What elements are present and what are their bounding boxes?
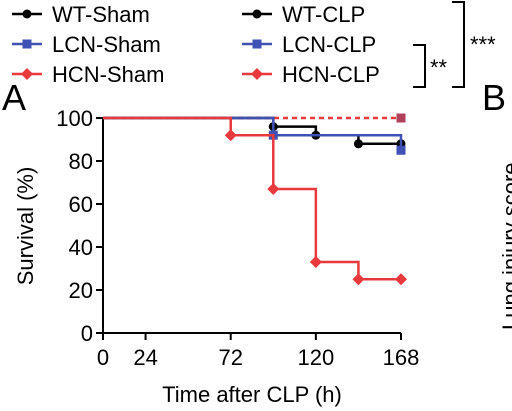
- legend-label-lcn-sham: LCN-Sham: [52, 32, 161, 57]
- panel-label-a: A: [2, 77, 26, 118]
- data-point-wt-clp: [353, 139, 363, 149]
- y-tick-label: 0: [81, 321, 93, 346]
- data-point-hcn-clp: [309, 256, 322, 269]
- data-point-hcn-clp: [267, 182, 280, 195]
- series-layer: [103, 113, 407, 286]
- panel-b-ylabel: Lung injury score: [498, 162, 512, 330]
- legend-marker-wt-clp: [252, 9, 262, 19]
- series-line-hcn-clp: [103, 116, 401, 281]
- x-tick-label: 0: [97, 345, 109, 370]
- data-point-lcn-clp: [396, 145, 406, 155]
- data-point-sham-end: [396, 113, 406, 123]
- outer-bracket: [452, 1, 465, 88]
- y-tick-label: 40: [69, 235, 93, 260]
- y-tick-label: 80: [69, 149, 93, 174]
- data-point-hcn-clp: [352, 273, 365, 286]
- data-point-hcn-clp: [224, 129, 237, 142]
- inner-significance-stars: **: [430, 55, 448, 80]
- y-axis-label: Survival (%): [13, 167, 38, 286]
- legend-label-wt-sham: WT-Sham: [52, 2, 150, 27]
- legend-marker-lcn-sham: [22, 39, 32, 49]
- legend-marker-wt-sham: [22, 9, 32, 19]
- y-tick-label: 100: [56, 106, 93, 131]
- data-point-hcn-clp: [395, 273, 407, 286]
- x-tick-label: 24: [133, 345, 157, 370]
- x-tick-label: 168: [383, 345, 420, 370]
- legend-label-wt-clp: WT-CLP: [282, 2, 365, 27]
- x-tick-label: 120: [297, 345, 334, 370]
- legend-marker-lcn-clp: [252, 39, 262, 49]
- legend: WT-Sham WT-CLP LCN-Sham LCN-CLP HCN-Sham HCN-…: [12, 2, 380, 87]
- x-tick-label: 72: [218, 345, 242, 370]
- outer-significance-stars: ***: [470, 32, 496, 57]
- x-axis-label: Time after CLP (h): [162, 382, 342, 407]
- axes: [102, 118, 401, 334]
- panel-label-b: B: [482, 77, 506, 118]
- legend-label-hcn-sham: HCN-Sham: [52, 62, 164, 87]
- legend-label-hcn-clp: HCN-CLP: [282, 62, 380, 87]
- x-ticks: 0 24 72 120 168: [97, 333, 419, 370]
- legend-marker-hcn-clp: [251, 68, 263, 80]
- y-tick-label: 60: [69, 192, 93, 217]
- significance-brackets: [413, 1, 465, 88]
- legend-marker-hcn-sham: [21, 68, 33, 80]
- y-tick-label: 20: [69, 278, 93, 303]
- legend-label-lcn-clp: LCN-CLP: [282, 32, 376, 57]
- y-ticks: 0 20 40 60 80 100: [56, 106, 103, 346]
- inner-bracket: [413, 44, 426, 88]
